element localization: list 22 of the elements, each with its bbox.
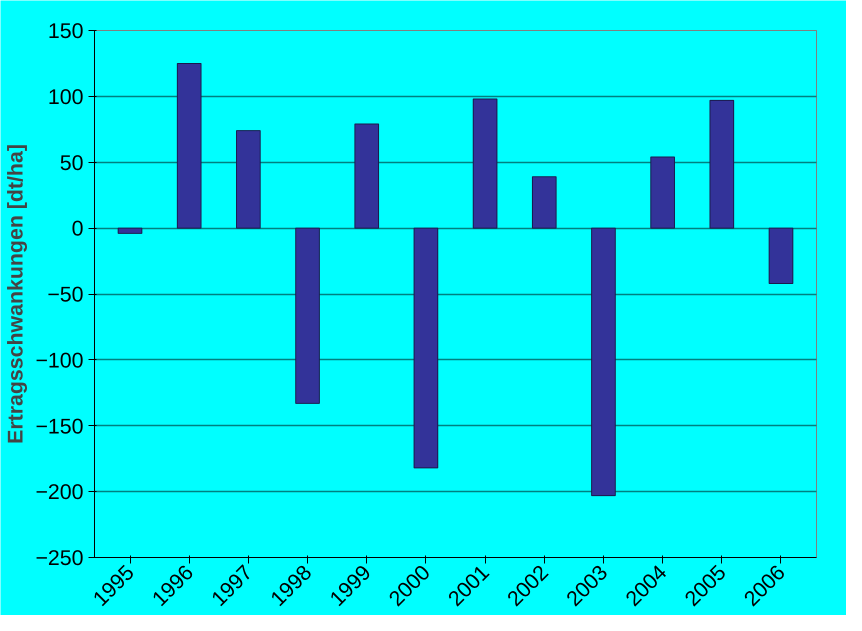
- bar: [236, 130, 261, 229]
- y-tick-label: 150: [48, 19, 84, 43]
- bar: [176, 62, 202, 229]
- bar: [414, 228, 438, 468]
- y-tick-label: −150: [35, 414, 84, 438]
- bar: [295, 228, 320, 404]
- bar: [709, 100, 734, 229]
- y-tick-label: 100: [48, 84, 84, 109]
- y-tick-label: 0: [72, 216, 84, 241]
- bar: [650, 156, 675, 229]
- bar: [532, 176, 557, 229]
- y-tick-label: −200: [35, 480, 84, 504]
- bar: [472, 98, 498, 229]
- bar: [591, 228, 616, 496]
- y-tick-label: −100: [35, 348, 84, 372]
- bar: [768, 228, 794, 284]
- y-tick-label: −250: [35, 546, 84, 570]
- bar: [118, 228, 142, 234]
- y-tick-label: 50: [60, 150, 84, 175]
- y-axis-title: Ertragsschwankungen [dt/ha]: [3, 144, 28, 444]
- bar: [354, 124, 380, 229]
- y-tick-label: −50: [47, 282, 84, 306]
